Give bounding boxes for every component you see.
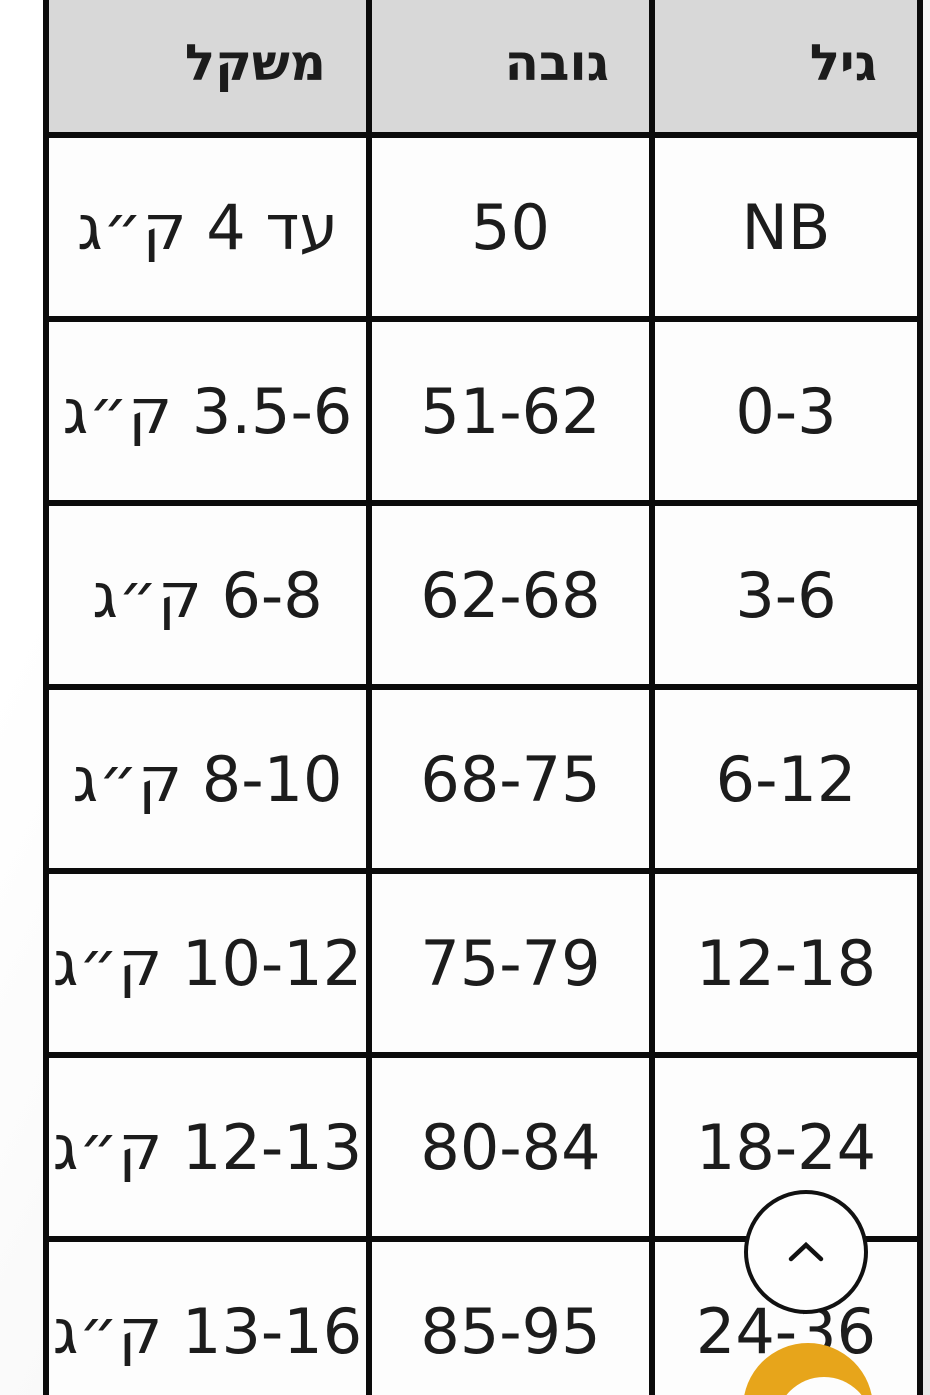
header-cell-height: גובה <box>366 0 655 138</box>
cell-weight: 8-10 ק״ג <box>43 684 372 874</box>
cell-height: 62-68 <box>366 500 655 690</box>
cell-height: 80-84 <box>366 1052 655 1242</box>
cell-weight: 12-13 ק״ג <box>43 1052 372 1242</box>
header-cell-age: גיל <box>649 0 923 138</box>
cell-weight: 3.5-6 ק״ג <box>43 316 372 506</box>
table-row: 6-12 68-75 8-10 ק״ג <box>43 684 923 874</box>
cell-age: 12-18 <box>649 868 923 1058</box>
cell-age: 3-6 <box>649 500 923 690</box>
table-row: 12-18 75-79 10-12 ק״ג <box>43 868 923 1058</box>
cell-age: 6-12 <box>649 684 923 874</box>
cell-height: 85-95 <box>366 1236 655 1395</box>
chevron-up-icon <box>784 1240 828 1264</box>
table-header-row: גיל גובה משקל <box>43 0 923 138</box>
cell-weight: 10-12 ק״ג <box>43 868 372 1058</box>
cell-height: 50 <box>366 132 655 322</box>
table-row: 24-36 85-95 13-16 ק״ג <box>43 1236 923 1395</box>
cell-age: 0-3 <box>649 316 923 506</box>
cell-height: 51-62 <box>366 316 655 506</box>
table-row: 3-6 62-68 6-8 ק״ג <box>43 500 923 690</box>
table-row: NB 50 עד 4 ק״ג <box>43 132 923 322</box>
size-chart-table: גיל גובה משקל NB 50 עד 4 ק״ג 0-3 51-62 3… <box>43 0 923 1395</box>
widget-inner-circle-icon <box>776 1377 872 1395</box>
table-row: 0-3 51-62 3.5-6 ק״ג <box>43 316 923 506</box>
cell-weight: 13-16 ק״ג <box>43 1236 372 1395</box>
header-cell-weight: משקל <box>43 0 372 138</box>
cell-age: NB <box>649 132 923 322</box>
cell-height: 75-79 <box>366 868 655 1058</box>
scroll-to-top-button[interactable] <box>744 1190 868 1314</box>
table-row: 18-24 80-84 12-13 ק״ג <box>43 1052 923 1242</box>
cell-weight: 6-8 ק״ג <box>43 500 372 690</box>
cell-height: 68-75 <box>366 684 655 874</box>
cell-weight: עד 4 ק״ג <box>43 132 372 322</box>
